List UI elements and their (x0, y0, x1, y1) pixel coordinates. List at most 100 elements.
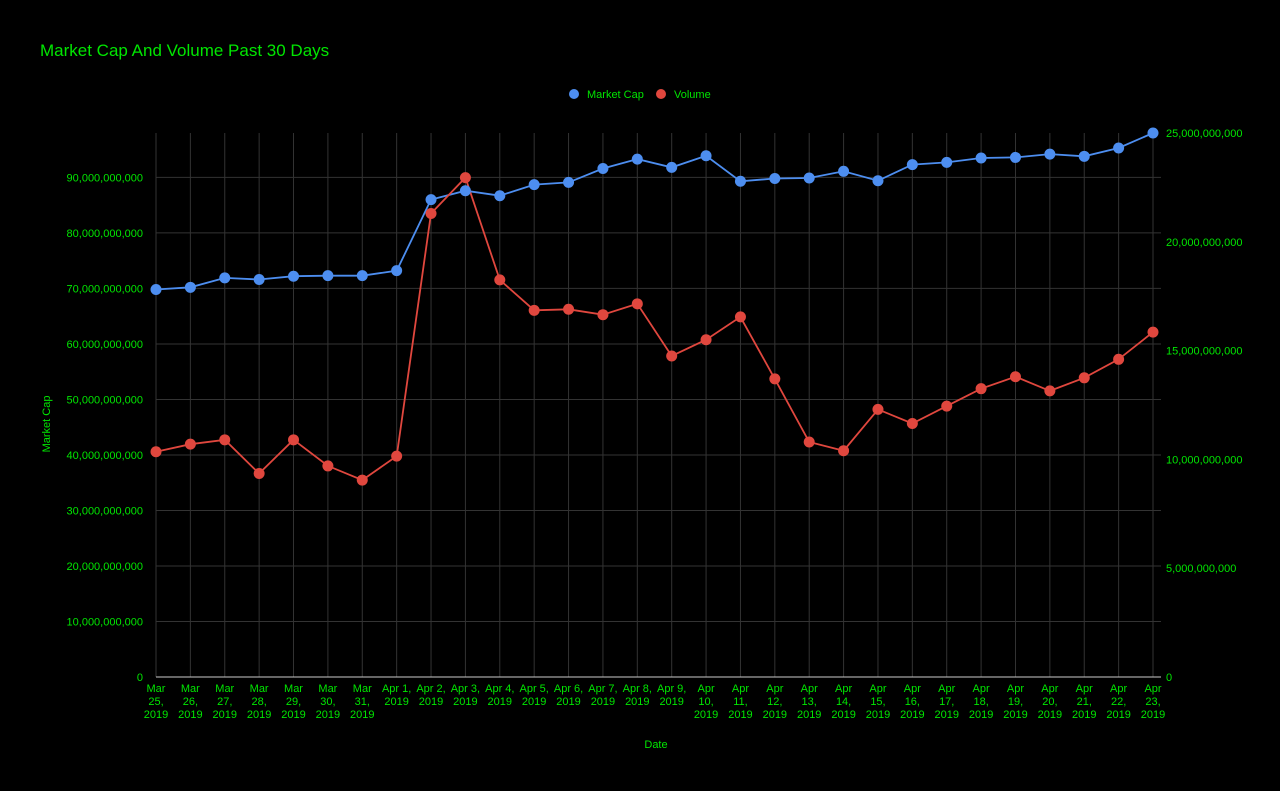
x-tick-label: Mar 29, 2019 (281, 683, 305, 721)
data-point-volume[interactable] (631, 298, 643, 310)
data-point-market-cap[interactable] (150, 284, 162, 296)
data-point-volume[interactable] (975, 383, 987, 395)
data-point-market-cap[interactable] (941, 156, 953, 168)
data-point-volume[interactable] (941, 400, 953, 412)
data-point-market-cap[interactable] (1044, 148, 1056, 160)
data-point-volume[interactable] (288, 434, 300, 446)
data-point-market-cap[interactable] (528, 179, 540, 191)
y-tick-label-left: 10,000,000,000 (67, 616, 143, 628)
data-point-volume[interactable] (769, 373, 781, 385)
data-point-market-cap[interactable] (1009, 151, 1021, 163)
data-point-market-cap[interactable] (666, 161, 678, 173)
x-tick-label: Apr 1, 2019 (382, 683, 411, 708)
data-point-volume[interactable] (700, 334, 712, 346)
data-point-market-cap[interactable] (459, 185, 471, 197)
data-point-market-cap[interactable] (1078, 150, 1090, 162)
y-tick-label-left: 50,000,000,000 (67, 394, 143, 406)
data-point-market-cap[interactable] (734, 175, 746, 187)
data-point-volume[interactable] (253, 468, 265, 480)
x-tick-label: Apr 5, 2019 (519, 683, 548, 708)
data-point-market-cap[interactable] (631, 153, 643, 165)
data-point-volume[interactable] (597, 309, 609, 321)
data-point-market-cap[interactable] (563, 176, 575, 188)
y-axis-title: Market Cap (41, 396, 53, 453)
data-point-market-cap[interactable] (1147, 127, 1159, 139)
x-tick-label: Apr 18, 2019 (969, 683, 993, 721)
data-point-volume[interactable] (734, 311, 746, 323)
y-axis-left-ticks: 0 10,000,000,000 20,000,000,000 30,000,000,… (67, 172, 143, 684)
data-point-volume[interactable] (184, 438, 196, 450)
x-tick-label: Apr 10, 2019 (694, 683, 718, 721)
data-point-volume[interactable] (563, 303, 575, 315)
data-point-market-cap[interactable] (356, 270, 368, 282)
legend: Market Cap Volume (569, 89, 711, 101)
series-points (150, 127, 1159, 486)
data-point-volume[interactable] (1009, 371, 1021, 383)
data-point-market-cap[interactable] (803, 172, 815, 184)
y-tick-label-left: 20,000,000,000 (67, 561, 143, 573)
data-point-market-cap[interactable] (322, 270, 334, 282)
y-tick-label-right: 25,000,000,000 (1166, 128, 1242, 140)
series-line-market-cap (155, 132, 1154, 291)
data-point-volume[interactable] (459, 172, 471, 184)
data-point-volume[interactable] (1044, 385, 1056, 397)
data-point-volume[interactable] (322, 460, 334, 472)
data-point-volume[interactable] (838, 445, 850, 457)
data-point-market-cap[interactable] (288, 270, 300, 282)
x-tick-label: Mar 27, 2019 (213, 683, 237, 721)
data-point-volume[interactable] (1113, 353, 1125, 365)
x-tick-label: Apr 23, 2019 (1141, 683, 1165, 721)
x-tick-label: Apr 11, 2019 (728, 683, 752, 721)
data-point-market-cap[interactable] (425, 194, 437, 206)
data-point-market-cap[interactable] (1113, 142, 1125, 154)
y-tick-label-left: 40,000,000,000 (67, 450, 143, 462)
y-axis-right-ticks: 0 5,000,000,000 10,000,000,000 15,000,000,0… (1166, 128, 1242, 684)
data-point-volume[interactable] (1147, 326, 1159, 338)
data-point-market-cap[interactable] (769, 173, 781, 185)
data-point-volume[interactable] (494, 274, 506, 286)
data-point-volume[interactable] (1078, 372, 1090, 384)
y-tick-label-left: 90,000,000,000 (67, 172, 143, 184)
data-point-market-cap[interactable] (597, 163, 609, 175)
x-tick-label: Apr 14, 2019 (831, 683, 855, 721)
data-point-market-cap[interactable] (494, 190, 506, 202)
x-tick-label: Apr 22, 2019 (1106, 683, 1130, 721)
data-point-market-cap[interactable] (391, 265, 403, 277)
data-point-market-cap[interactable] (184, 281, 196, 293)
data-point-volume[interactable] (666, 350, 678, 362)
data-point-market-cap[interactable] (906, 159, 918, 171)
data-point-volume[interactable] (391, 450, 403, 462)
x-tick-label: Apr 17, 2019 (934, 683, 958, 721)
data-point-market-cap[interactable] (700, 150, 712, 162)
data-point-market-cap[interactable] (253, 274, 265, 286)
x-tick-label: Apr 12, 2019 (763, 683, 787, 721)
x-tick-label: Mar 28, 2019 (247, 683, 271, 721)
data-point-volume[interactable] (219, 434, 231, 446)
data-point-volume[interactable] (872, 403, 884, 415)
x-tick-label: Apr 15, 2019 (866, 683, 890, 721)
data-point-market-cap[interactable] (838, 165, 850, 177)
x-tick-label: Apr 21, 2019 (1072, 683, 1096, 721)
data-point-volume[interactable] (906, 417, 918, 429)
data-point-volume[interactable] (803, 436, 815, 448)
x-tick-label: Apr 13, 2019 (797, 683, 821, 721)
y-tick-label-left: 30,000,000,000 (67, 505, 143, 517)
x-axis-title: Date (644, 739, 667, 751)
data-point-volume[interactable] (356, 474, 368, 486)
y-tick-label-right: 0 (1166, 672, 1172, 684)
series-line-volume (155, 175, 1154, 482)
data-point-market-cap[interactable] (872, 175, 884, 187)
data-point-volume[interactable] (150, 446, 162, 458)
data-point-market-cap[interactable] (975, 152, 987, 164)
y-tick-label-right: 20,000,000,000 (1166, 237, 1242, 249)
x-tick-label: Apr 16, 2019 (900, 683, 924, 721)
data-point-volume[interactable] (425, 208, 437, 220)
y-tick-label-right: 15,000,000,000 (1166, 346, 1242, 358)
legend-marker-volume (656, 89, 666, 99)
data-point-market-cap[interactable] (219, 272, 231, 284)
chart-title: Market Cap And Volume Past 30 Days (40, 41, 329, 60)
data-point-volume[interactable] (528, 304, 540, 316)
legend-marker-market-cap (569, 89, 579, 99)
